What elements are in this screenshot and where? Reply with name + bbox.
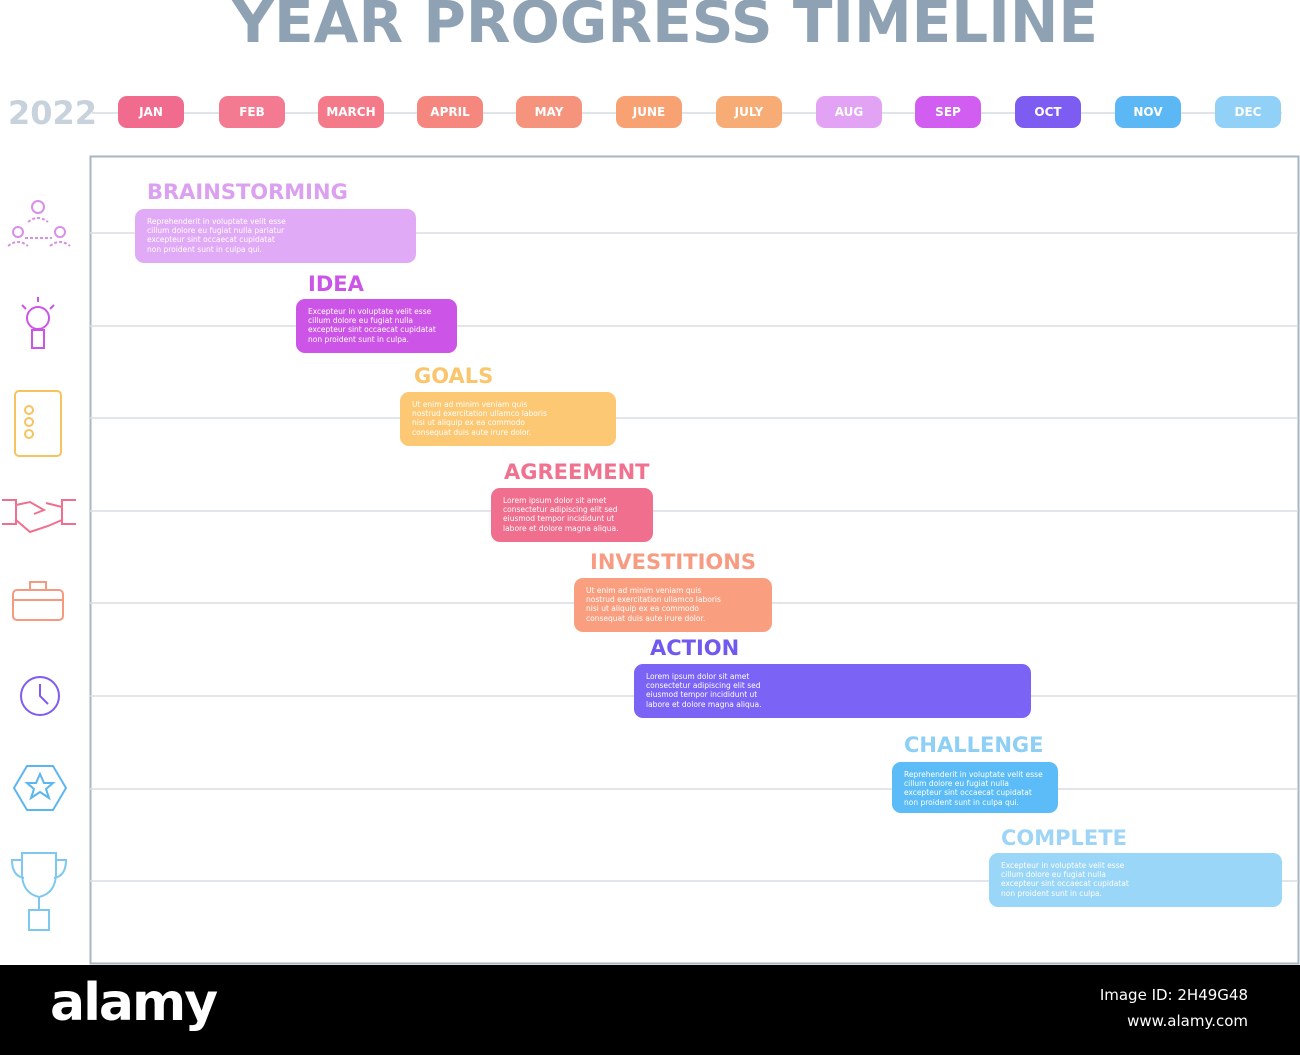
task-text: nostrud exercitation ullamco laboris <box>412 409 547 419</box>
task-text: consequat duis aute irure dolor. <box>412 427 532 437</box>
month-pill: AUG <box>816 96 882 128</box>
title: YEAR PROGRESS TIMELINE <box>231 0 1099 56</box>
icons <box>2 200 76 931</box>
task-title: INVESTITIONS <box>590 550 756 574</box>
task-text: consequat duis aute irure dolor. <box>586 613 706 623</box>
task-text: Lorem ipsum dolor sit amet <box>503 496 607 505</box>
year: 2022 <box>8 94 98 132</box>
task-title: AGREEMENT <box>504 460 650 484</box>
task-text: nisi ut aliquip ex ea commodo <box>586 604 699 614</box>
task-box: Reprehenderit in voluptate velit esse cil… <box>135 209 416 263</box>
task-text: Excepteur in voluptate velit esse <box>308 307 432 316</box>
task-text: excepteur sint occaecat cupidatat <box>308 325 436 335</box>
month-pill: JULY <box>716 96 782 128</box>
footer-bar <box>0 965 1300 1055</box>
task-text: excepteur sint occaecat cupidatat <box>904 788 1032 798</box>
month-pill: SEP <box>915 96 981 128</box>
task-text: excepteur sint occaecat cupidatat <box>1001 879 1129 889</box>
task-title: IDEA <box>308 272 364 296</box>
task-text: labore et dolore magna aliqua. <box>646 699 762 709</box>
month-pill: NOV <box>1115 96 1181 128</box>
brand: alamy <box>50 973 218 1033</box>
task-text: Reprehenderit in voluptate velit esse <box>904 770 1043 779</box>
task-text: Ut enim ad minim veniam quis <box>586 586 702 595</box>
task-text: nisi ut aliquip ex ea commodo <box>412 418 525 428</box>
frame <box>2 112 1300 965</box>
image-id: Image ID: 2H49G48 <box>1099 986 1248 1004</box>
task-text: non proident sunt in culpa. <box>308 334 409 344</box>
task-text: eiusmod tempor incididunt ut <box>503 514 615 524</box>
month-pill: JAN <box>118 96 184 128</box>
task-text: cillum dolore eu fugiat nulla pariatur <box>147 226 285 236</box>
task-text: Excepteur in voluptate velit esse <box>1001 861 1125 870</box>
task-title: COMPLETE <box>1001 826 1127 850</box>
task-text: Reprehenderit in voluptate velit esse <box>147 217 286 226</box>
month-pill: OCT <box>1015 96 1081 128</box>
task-text: non proident sunt in culpa qui. <box>147 244 262 254</box>
task-text: excepteur sint occaecat cupidatat <box>147 235 275 245</box>
task-text: consectetur adipiscing elit sed <box>503 505 618 515</box>
month-pill: MAY <box>516 96 582 128</box>
month-pill: DEC <box>1215 96 1281 128</box>
task-text: non proident sunt in culpa. <box>1001 888 1102 898</box>
url: www.alamy.com <box>1127 1012 1248 1030</box>
task-title: BRAINSTORMING <box>147 180 348 204</box>
month-pill: JUNE <box>616 96 682 128</box>
task-box: Lorem ipsum dolor sit amet consectetur ad… <box>634 664 1031 718</box>
task-text: cillum dolore eu fugiat nulla <box>308 316 413 326</box>
task-title: GOALS <box>414 364 494 388</box>
task-box: Ut enim ad minim veniam quis nostrud exer… <box>574 578 772 632</box>
task-text: cillum dolore eu fugiat nulla <box>1001 870 1106 880</box>
task-text: labore et dolore magna aliqua. <box>503 523 619 533</box>
task-text: Ut enim ad minim veniam quis <box>412 400 528 409</box>
month-pill: MARCH <box>318 96 384 128</box>
task-box: Excepteur in voluptate velit esse cillum … <box>296 299 457 353</box>
task-box: Excepteur in voluptate velit esse cillum … <box>989 853 1282 907</box>
month-pill: APRIL <box>417 96 483 128</box>
task-text: consectetur adipiscing elit sed <box>646 681 761 691</box>
task-box: Reprehenderit in voluptate velit esse cil… <box>892 762 1058 813</box>
task-text: cillum dolore eu fugiat nulla <box>904 779 1009 789</box>
task-text: non proident sunt in culpa qui. <box>904 797 1019 807</box>
task-text: Lorem ipsum dolor sit amet <box>646 672 750 681</box>
month-pill: FEB <box>219 96 285 128</box>
task-text: nostrud exercitation ullamco laboris <box>586 595 721 605</box>
task-box: Lorem ipsum dolor sit amet consectetur ad… <box>491 488 653 542</box>
task-text: eiusmod tempor incididunt ut <box>646 690 758 700</box>
task-title: CHALLENGE <box>904 733 1044 757</box>
task-title: ACTION <box>650 636 740 660</box>
task-box: Ut enim ad minim veniam quis nostrud exer… <box>400 392 616 446</box>
